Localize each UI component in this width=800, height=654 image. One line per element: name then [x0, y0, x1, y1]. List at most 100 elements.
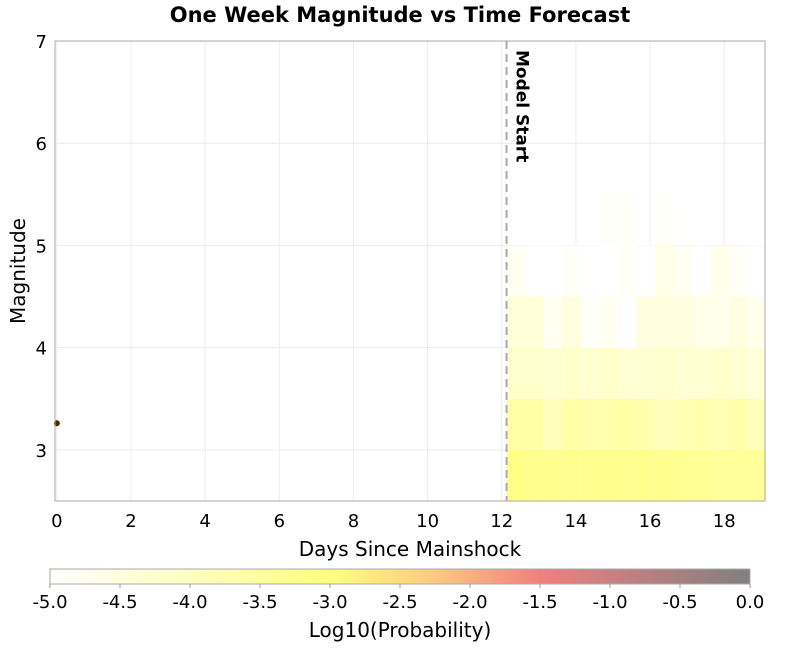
heatmap-cell — [710, 296, 730, 348]
heatmap-cell — [543, 245, 563, 297]
heatmap-cell — [747, 296, 765, 348]
heatmap-cell — [617, 347, 637, 399]
heatmap-cell — [729, 449, 748, 501]
heatmap-cell — [506, 449, 526, 501]
x-axis-label: Days Since Mainshock — [299, 537, 522, 561]
heatmap-cell — [710, 398, 730, 450]
heatmap-cell — [747, 398, 765, 450]
heatmap-cell — [599, 296, 618, 348]
y-tick-label: 7 — [36, 32, 47, 53]
heatmap-cell — [654, 194, 674, 246]
y-tick-label: 4 — [36, 339, 47, 360]
colorbar-tick-label: -4.5 — [102, 592, 137, 613]
heatmap-cell — [673, 296, 692, 348]
x-tick-label: 0 — [51, 511, 62, 532]
x-tick-label: 8 — [348, 511, 359, 532]
colorbar-tick-label: -1.5 — [522, 592, 557, 613]
heatmap-cell — [747, 347, 765, 399]
colorbar-tick-label: -3.0 — [312, 592, 347, 613]
heatmap-cell — [580, 347, 600, 399]
heatmap-cell — [729, 245, 748, 297]
y-axis: 3 4 5 6 7 — [36, 32, 47, 462]
heatmap-cell — [506, 245, 526, 297]
heatmap-cell — [599, 449, 618, 501]
x-tick-label: 6 — [274, 511, 285, 532]
heatmap-cell — [580, 449, 600, 501]
heatmap-cell — [636, 449, 655, 501]
x-tick-label: 12 — [490, 511, 513, 532]
heatmap-cell — [599, 398, 618, 450]
heatmap-cell — [654, 398, 674, 450]
heatmap-cell — [691, 398, 711, 450]
colorbar-tick-label: -3.5 — [242, 592, 277, 613]
x-tick-label: 18 — [713, 511, 736, 532]
colorbar-tick-label: -5.0 — [32, 592, 67, 613]
y-tick-label: 5 — [36, 236, 47, 257]
heatmap-cell — [562, 245, 581, 297]
heatmap-cell — [691, 296, 711, 348]
heatmap-cell — [543, 347, 563, 399]
heatmap-cell — [543, 449, 563, 501]
colorbar-tick-label: -0.5 — [662, 592, 697, 613]
heatmap-cell — [654, 449, 674, 501]
heatmap-cell — [747, 449, 765, 501]
x-tick-label: 10 — [416, 511, 439, 532]
heatmap-cell — [562, 296, 581, 348]
heatmap-cell — [525, 296, 544, 348]
heatmap-cell — [729, 296, 748, 348]
heatmap-cell — [673, 347, 692, 399]
heatmap-cell — [525, 347, 544, 399]
heatmap-cell — [673, 398, 692, 450]
heatmap-cell — [654, 296, 674, 348]
chart-title: One Week Magnitude vs Time Forecast — [170, 3, 631, 27]
heatmap-cell — [543, 398, 563, 450]
y-tick-label: 3 — [36, 441, 47, 462]
x-tick-label: 2 — [125, 511, 136, 532]
heatmap-cell — [617, 194, 637, 246]
y-axis-label: Magnitude — [6, 218, 30, 324]
heatmap-cell — [543, 296, 563, 348]
heatmap-cell — [506, 347, 526, 399]
heatmap-cell — [580, 296, 600, 348]
heatmap-cells — [506, 194, 765, 501]
heatmap-cell — [562, 398, 581, 450]
heatmap-cell — [617, 245, 637, 297]
heatmap-cell — [562, 449, 581, 501]
heatmap-cell — [673, 245, 692, 297]
heatmap-cell — [710, 245, 730, 297]
plot-frame — [54, 40, 766, 502]
heatmap-cell — [710, 347, 730, 399]
heatmap-cell — [580, 245, 600, 297]
heatmap-cell — [599, 347, 618, 399]
x-tick-label: 4 — [199, 511, 210, 532]
heatmap-cell — [506, 398, 526, 450]
heatmap-cell — [636, 347, 655, 399]
heatmap-cell — [525, 398, 544, 450]
heatmap-cell — [729, 398, 748, 450]
heatmap-cell — [747, 245, 765, 297]
heatmap-cell — [506, 296, 526, 348]
heatmap-cell — [580, 398, 600, 450]
heatmap-cell — [654, 347, 674, 399]
heatmap-cell — [710, 449, 730, 501]
heatmap-cell — [525, 449, 544, 501]
colorbar-tick-label: -4.0 — [172, 592, 207, 613]
heatmap-cell — [636, 398, 655, 450]
heatmap-cell — [691, 449, 711, 501]
colorbar-tick-label: -2.5 — [382, 592, 417, 613]
model-start-label: Model Start — [512, 50, 532, 162]
heatmap-cell — [617, 449, 637, 501]
heatmap-cell — [691, 347, 711, 399]
heatmap-cell — [691, 245, 711, 297]
colorbar-tick-label: 0.0 — [736, 592, 765, 613]
x-tick-label: 14 — [564, 511, 587, 532]
chart-marks: Model Start — [53, 41, 532, 501]
heatmap-cell — [617, 398, 637, 450]
heatmap-cell — [636, 296, 655, 348]
x-axis: 0 2 4 6 8 10 12 14 16 18 — [51, 511, 736, 532]
heatmap-cell — [617, 296, 637, 348]
colorbar-label: Log10(Probability) — [309, 618, 492, 642]
heatmap-cell — [654, 245, 674, 297]
y-tick-label: 6 — [36, 134, 47, 155]
